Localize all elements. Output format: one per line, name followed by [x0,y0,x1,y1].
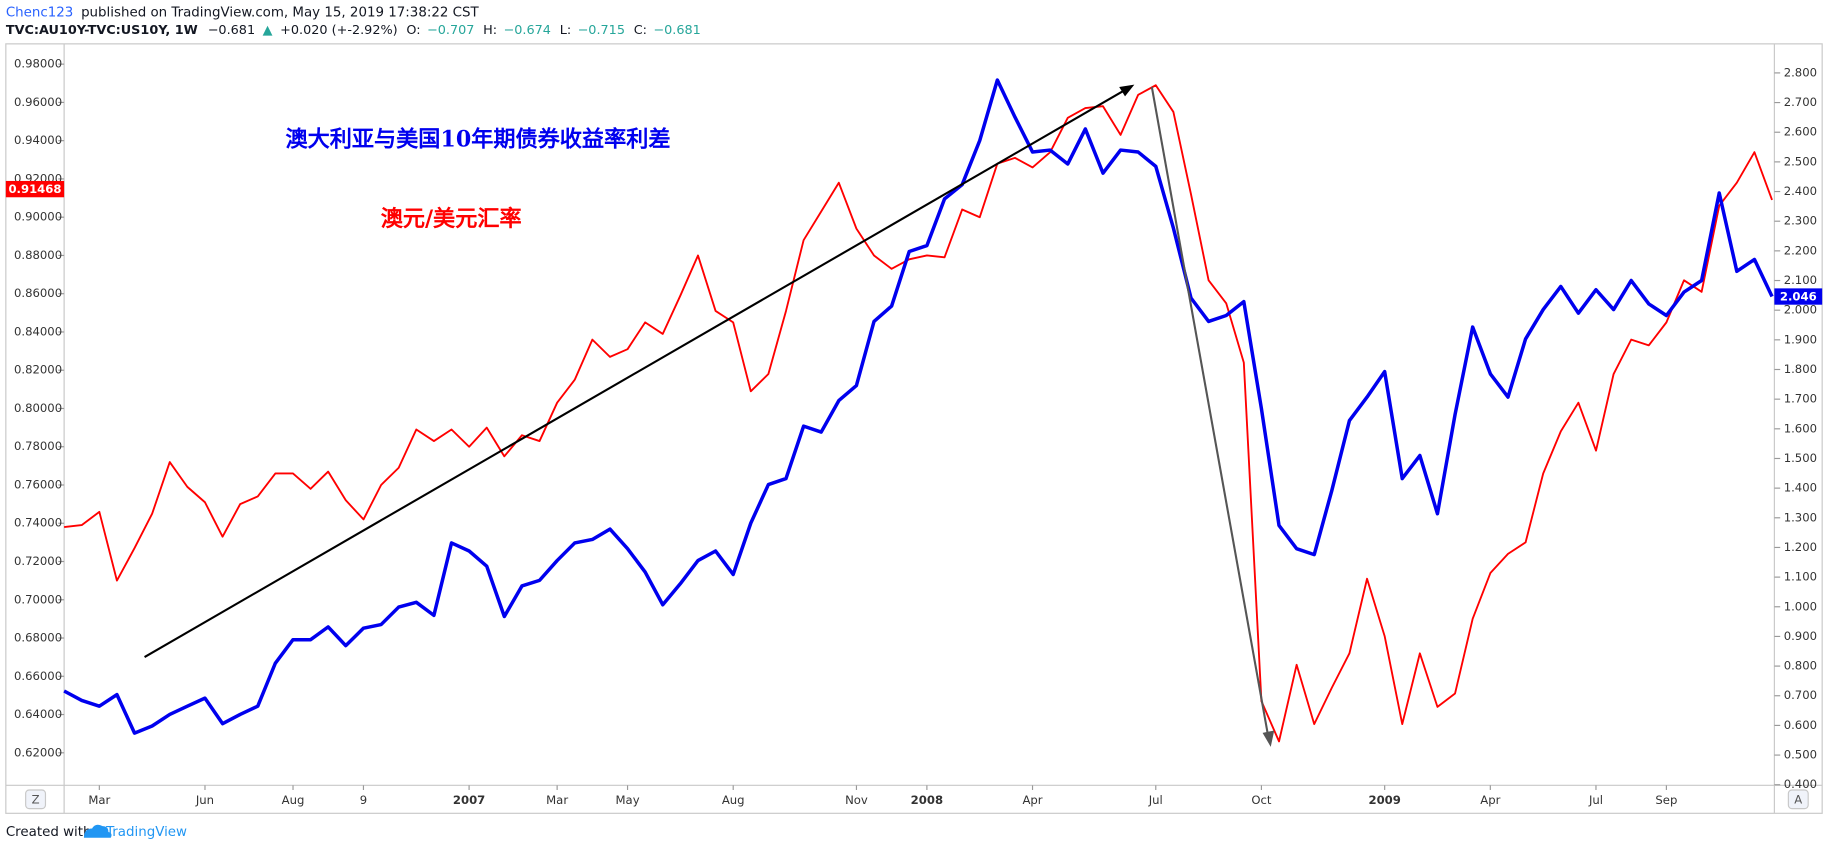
y2-tick-label: 1.100 [1784,570,1817,584]
x-tick-label: Aug [722,793,745,807]
auto-button[interactable] [1787,789,1809,810]
y-tick-label: 0.64000 [14,707,62,721]
y-tick-label: 0.96000 [14,95,62,109]
y2-tick-label: 0.800 [1784,659,1817,673]
x-tick-label: 2009 [1368,793,1400,807]
y2-tick-label: 2.500 [1784,154,1817,168]
annotation: 澳大利亚与美国10年期债券收益率利差 [285,127,670,153]
y2-tick-label: 0.700 [1784,688,1817,702]
y-tick-label: 0.90000 [14,210,62,224]
y2-tick-label: 0.600 [1784,718,1817,732]
y-tick-label: 0.98000 [14,57,62,71]
y2-tick-label: 1.300 [1784,510,1817,524]
trend-arrow [1150,86,1270,738]
arrow-head [1119,84,1135,97]
ohlc-value: −0.715 [578,22,625,37]
series-line [63,78,1774,735]
x-tick-label: Aug [282,793,305,807]
scale-button-label[interactable]: Z [32,792,40,806]
price-badge [5,180,65,198]
x-tick-label: Apr [1022,793,1042,807]
y2-tick-label: 1.600 [1784,421,1817,435]
publish-line: Chenc123 published on TradingView.com, M… [6,5,480,20]
price-badge-label: 0.91468 [8,182,61,196]
y2-tick-label: 2.600 [1784,125,1817,139]
arrow-head [1262,730,1275,747]
brand-logo[interactable] [83,824,112,838]
y-tick-label: 0.66000 [14,669,62,683]
price-badge [1774,288,1823,305]
x-tick-label: Nov [845,793,868,807]
y-tick-label: 0.70000 [14,592,62,606]
price-badge-label: 2.046 [1780,290,1817,304]
y-tick-label: 0.62000 [14,745,62,759]
y-tick-label: 0.78000 [14,439,62,453]
last: −0.681 [208,22,255,37]
x-tick-label: 9 [360,793,367,807]
footer-text: Created with [6,825,92,840]
x-tick-label: Mar [546,793,568,807]
ohlc-label: O: [406,22,420,37]
symbol-line: TVC:AU10Y-TVC:US10Y, 1W −0.681 ▲ +0.020 … [6,22,701,37]
y2-tick-label: 2.100 [1784,273,1817,287]
x-tick-label: Oct [1251,793,1272,807]
y-tick-label: 0.84000 [14,324,62,338]
y-tick-label: 0.80000 [14,401,62,415]
ohlc-value: −0.707 [427,22,474,37]
x-tick-label: 2007 [453,793,485,807]
y-tick-label: 0.94000 [14,133,62,147]
y-tick-label: 0.88000 [14,248,62,262]
y-tick-label: 0.76000 [14,477,62,491]
ohlc-label: L: [560,22,571,37]
x-tick-label: Jun [195,793,214,807]
y2-tick-label: 1.500 [1784,451,1817,465]
y2-tick-label: 1.900 [1784,332,1817,346]
series-line [64,84,1773,743]
ohlc-label: C: [634,22,647,37]
y2-tick-label: 2.000 [1784,303,1817,317]
x-tick-label: Jul [1148,793,1163,807]
y2-tick-label: 1.200 [1784,540,1817,554]
y-tick-label: 0.68000 [14,631,62,645]
x-tick-label: May [616,793,640,807]
symbol: TVC:AU10Y-TVC:US10Y, 1W [6,22,198,37]
y2-tick-label: 0.500 [1784,748,1817,762]
y2-tick-label: 1.000 [1784,599,1817,613]
y-tick-label: 0.82000 [14,363,62,377]
x-tick-label: 2008 [911,793,943,807]
change: +0.020 (+-2.92%) [280,22,398,37]
chart-frame [5,43,1823,814]
plot: 0.62000 0.64000 0.66000 0.68000 0.70000 0.720… [14,57,1817,807]
annotation: 澳元/美元汇率 [381,206,522,232]
ohlc-label: H: [483,22,497,37]
y2-tick-label: 0.400 [1784,777,1817,791]
ohlc-value: −0.681 [653,22,700,37]
y2-tick-label: 2.400 [1784,184,1817,198]
ohlc-value: −0.674 [504,22,551,37]
x-tick-label: Sep [1655,793,1677,807]
y2-tick-label: 2.800 [1784,65,1817,79]
y2-tick-label: 2.300 [1784,214,1817,228]
y2-tick-label: 1.800 [1784,362,1817,376]
change-arrow: ▲ [263,22,273,37]
y2-tick-label: 1.700 [1784,392,1817,406]
y-tick-label: 0.86000 [14,286,62,300]
y-tick-label: 0.72000 [14,554,62,568]
published: published on TradingView.com, May 15, 20… [81,5,479,20]
footer-brand[interactable]: TradingView [105,825,187,840]
y2-tick-label: 2.200 [1784,243,1817,257]
trend-arrow [144,88,1127,658]
y-tick-label: 0.74000 [14,516,62,530]
y2-tick-label: 0.900 [1784,629,1817,643]
y2-tick-label: 2.700 [1784,95,1817,109]
x-tick-label: Jul [1588,793,1603,807]
author[interactable]: Chenc123 [6,5,73,20]
y2-tick-label: 1.400 [1784,481,1817,495]
auto-button-label[interactable]: A [1794,792,1802,806]
x-tick-label: Apr [1480,793,1500,807]
x-tick-label: Mar [88,793,110,807]
scale-button[interactable] [25,789,47,810]
